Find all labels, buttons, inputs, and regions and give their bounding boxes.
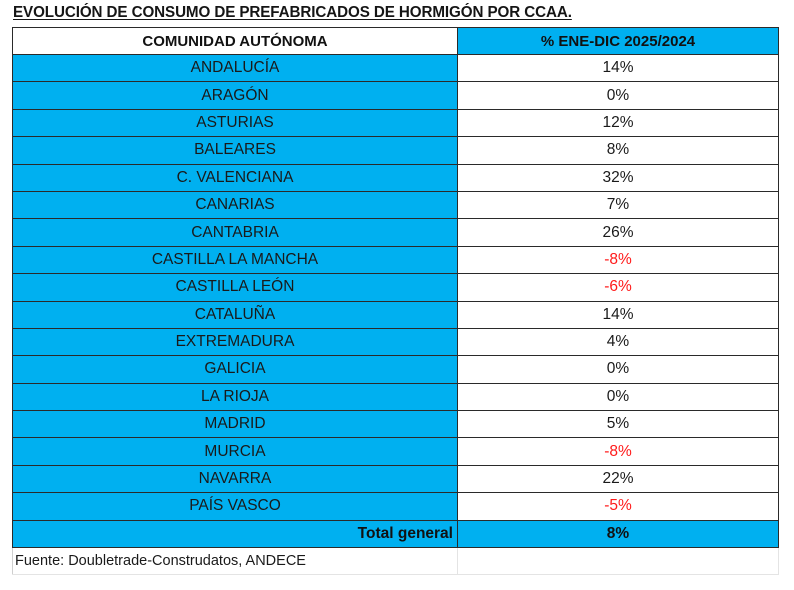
- region-cell: BALEARES: [12, 136, 458, 165]
- region-cell: MADRID: [12, 410, 458, 439]
- value-cell: 14%: [457, 300, 779, 329]
- value-cell: 0%: [457, 355, 779, 384]
- region-cell: CATALUÑA: [12, 300, 458, 329]
- table-row: LA RIOJA 0%: [12, 382, 779, 412]
- region-cell: CANARIAS: [12, 190, 458, 220]
- value-cell: 0%: [457, 81, 779, 110]
- table-row: MADRID 5%: [12, 410, 779, 439]
- table-row: MURCIA -8%: [12, 437, 779, 466]
- value-cell: 8%: [457, 136, 779, 165]
- value-cell: 7%: [457, 190, 779, 220]
- table-row: ARAGÓN 0%: [12, 81, 779, 110]
- total-label: Total general: [12, 519, 458, 549]
- region-cell: ASTURIAS: [12, 108, 458, 138]
- table-row: C. VALENCIANA 32%: [12, 163, 779, 192]
- value-cell: 0%: [457, 382, 779, 412]
- value-cell: -5%: [457, 492, 779, 521]
- header-percent: % ENE-DIC 2025/2024: [457, 27, 779, 55]
- table-title: EVOLUCIÓN DE CONSUMO DE PREFABRICADOS DE…: [13, 4, 572, 21]
- value-cell: 14%: [457, 53, 779, 83]
- header-row: COMUNIDAD AUTÓNOMA % ENE-DIC 2025/2024: [12, 27, 779, 55]
- table-row: CASTILLA LEÓN -6%: [12, 273, 779, 302]
- value-cell: 22%: [457, 464, 779, 494]
- region-cell: CASTILLA LEÓN: [12, 273, 458, 302]
- value-cell: 26%: [457, 218, 779, 247]
- header-region: COMUNIDAD AUTÓNOMA: [12, 27, 458, 55]
- value-cell: 32%: [457, 163, 779, 192]
- value-cell: 4%: [457, 327, 779, 357]
- value-cell: 5%: [457, 410, 779, 439]
- table-row: CANARIAS 7%: [12, 190, 779, 220]
- region-cell: ANDALUCÍA: [12, 53, 458, 83]
- table-row: BALEARES 8%: [12, 136, 779, 165]
- empty-cell: [457, 547, 779, 576]
- value-cell: -8%: [457, 437, 779, 466]
- region-cell: EXTREMADURA: [12, 327, 458, 357]
- source-row: Fuente: Doubletrade-Construdatos, ANDECE: [12, 547, 779, 576]
- table-row: PAÍS VASCO -5%: [12, 492, 779, 521]
- region-cell: CANTABRIA: [12, 218, 458, 247]
- value-cell: 12%: [457, 108, 779, 138]
- consumption-table: COMUNIDAD AUTÓNOMA % ENE-DIC 2025/2024 A…: [12, 27, 779, 576]
- region-cell: GALICIA: [12, 355, 458, 384]
- table-row: GALICIA 0%: [12, 355, 779, 384]
- table-row: ANDALUCÍA 14%: [12, 53, 779, 83]
- table-row: ASTURIAS 12%: [12, 108, 779, 138]
- region-cell: CASTILLA LA MANCHA: [12, 245, 458, 275]
- table-row: CASTILLA LA MANCHA -8%: [12, 245, 779, 275]
- region-cell: PAÍS VASCO: [12, 492, 458, 521]
- value-cell: -6%: [457, 273, 779, 302]
- table-row: NAVARRA 22%: [12, 464, 779, 494]
- table-row: EXTREMADURA 4%: [12, 327, 779, 357]
- region-cell: NAVARRA: [12, 464, 458, 494]
- table-row: CATALUÑA 14%: [12, 300, 779, 329]
- region-cell: C. VALENCIANA: [12, 163, 458, 192]
- region-cell: LA RIOJA: [12, 382, 458, 412]
- total-row: Total general 8%: [12, 519, 779, 549]
- total-value: 8%: [457, 519, 779, 549]
- source-note: Fuente: Doubletrade-Construdatos, ANDECE: [12, 547, 458, 576]
- table-row: CANTABRIA 26%: [12, 218, 779, 247]
- value-cell: -8%: [457, 245, 779, 275]
- region-cell: MURCIA: [12, 437, 458, 466]
- region-cell: ARAGÓN: [12, 81, 458, 110]
